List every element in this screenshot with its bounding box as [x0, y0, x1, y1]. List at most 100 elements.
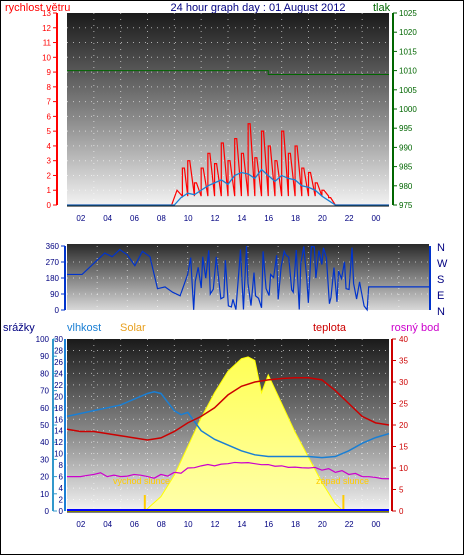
x-tick-label: 08	[157, 520, 166, 529]
pressure-tick-label: 990	[399, 143, 413, 152]
wind-tick-label: 8	[47, 83, 52, 92]
x-tick-label: 10	[184, 520, 193, 529]
direction-tick-label: 270	[46, 258, 60, 267]
x-tick-label: 16	[264, 214, 273, 223]
wind-tick-label: 4	[47, 142, 52, 151]
humidity-tick-label: 16	[54, 415, 63, 424]
compass-label: N	[437, 306, 445, 318]
x-tick-label: 08	[157, 214, 166, 223]
pressure-tick-label: 975	[399, 201, 413, 210]
panel1-series	[67, 70, 389, 206]
pressure-tick-label: 985	[399, 163, 413, 172]
rain-tick-label: 20	[40, 473, 49, 482]
wind-tick-label: 10	[42, 53, 51, 62]
humidity-tick-label: 6	[59, 473, 64, 482]
direction-tick-label: 0	[55, 306, 60, 315]
pressure-tick-label: 1015	[399, 47, 417, 56]
rain-tick-label: 60	[40, 404, 49, 413]
wind-tick-label: 13	[42, 9, 51, 18]
humidity-line	[66, 390, 390, 459]
panel3-axes: 0102030405060708090100024681012141618202…	[36, 335, 409, 516]
panel1-x-axis: 02 04 06 08 10 12 14 16 18 20 22 00	[67, 205, 389, 223]
humidity-tick-label: 30	[54, 335, 63, 344]
temperature-tick-label: 0	[399, 507, 404, 516]
humidity-tick-label: 2	[59, 496, 64, 505]
x-tick-label: 14	[237, 214, 246, 223]
pressure-line	[67, 70, 389, 75]
humidity-tick-label: 14	[54, 427, 63, 436]
rain-tick-label: 0	[45, 507, 50, 516]
x-tick-label: 22	[345, 520, 354, 529]
x-tick-label: 16	[264, 520, 273, 529]
rain-tick-label: 70	[40, 387, 49, 396]
humidity-tick-label: 18	[54, 404, 63, 413]
direction-tick-label: 90	[50, 290, 59, 299]
humidity-tick-label: 12	[54, 438, 63, 447]
rain-tick-label: 40	[40, 438, 49, 447]
humidity-tick-label: 10	[54, 450, 63, 459]
humidity-label: vlhkost	[67, 322, 101, 334]
compass-label: N	[437, 242, 445, 254]
temperature-tick-label: 20	[399, 421, 408, 430]
x-tick-label: 18	[291, 214, 300, 223]
rain-tick-label: 100	[36, 335, 50, 344]
x-tick-label: 18	[291, 520, 300, 529]
temperature-tick-label: 5	[399, 486, 404, 495]
rain-tick-label: 90	[40, 352, 49, 361]
x-tick-label: 12	[211, 520, 220, 529]
temperature-tick-label: 40	[399, 335, 408, 344]
compass-label: W	[437, 258, 448, 270]
humidity-tick-label: 28	[54, 346, 63, 355]
x-tick-label: 20	[318, 520, 327, 529]
panel2-series	[67, 245, 429, 312]
solar-label: Solar	[120, 322, 146, 334]
compass-label: S	[437, 274, 444, 286]
humidity-tick-label: 24	[54, 369, 63, 378]
pressure-label: tlak	[373, 2, 391, 14]
dew-point-label: rosný bod	[391, 322, 439, 334]
x-tick-label: 04	[103, 520, 112, 529]
pressure-tick-label: 995	[399, 124, 413, 133]
x-tick-label: 04	[103, 214, 112, 223]
humidity-tick-label: 26	[54, 358, 63, 367]
temperature-tick-label: 35	[399, 357, 408, 366]
panel3-series	[66, 356, 390, 512]
wind-tick-label: 2	[47, 171, 52, 180]
sunset-label: západ slunce	[316, 476, 369, 486]
rain-tick-label: 50	[40, 421, 49, 430]
pressure-tick-label: 1000	[399, 105, 417, 114]
humidity-tick-label: 20	[54, 392, 63, 401]
humidity-tick-label: 0	[59, 507, 64, 516]
x-tick-label: 06	[130, 520, 139, 529]
humidity-tick-label: 22	[54, 381, 63, 390]
wind-tick-label: 5	[47, 127, 52, 136]
panel3-x-axis: 02 04 06 08 10 12 14 16 18 20 22 00	[67, 511, 389, 529]
sunrise-label: východ slunce	[113, 476, 170, 486]
temperature-tick-label: 10	[399, 464, 408, 473]
temperature-tick-label: 30	[399, 378, 408, 387]
rain-tick-label: 80	[40, 369, 49, 378]
temperature-tick-label: 25	[399, 400, 408, 409]
wind-tick-label: 1	[47, 186, 52, 195]
dew-point-line	[67, 461, 390, 480]
compass-label: E	[437, 290, 444, 302]
x-tick-label: 00	[372, 214, 381, 223]
pressure-tick-label: 1025	[399, 9, 417, 18]
temperature-line	[66, 376, 390, 441]
pressure-tick-label: 980	[399, 182, 413, 191]
panel1-grid	[67, 13, 389, 205]
x-tick-label: 10	[184, 214, 193, 223]
x-tick-label: 00	[372, 520, 381, 529]
x-tick-label: 02	[76, 214, 85, 223]
solar-area	[67, 356, 389, 512]
chart-title: 24 hour graph day : 01 August 2012	[171, 2, 346, 14]
pressure-tick-label: 1020	[399, 28, 417, 37]
rain-tick-label: 30	[40, 455, 49, 464]
wind-tick-label: 12	[42, 24, 51, 33]
wind-direction-line	[67, 245, 429, 312]
pressure-tick-label: 1005	[399, 86, 417, 95]
